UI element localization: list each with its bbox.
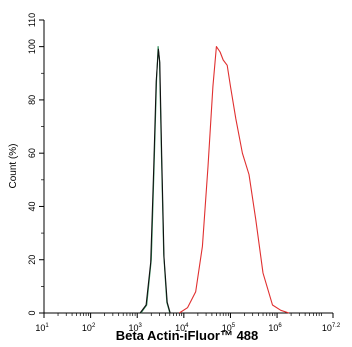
y-tick-label: 20 — [27, 255, 37, 265]
y-tick-label: 0 — [27, 310, 37, 315]
y-tick-label: 40 — [27, 201, 37, 211]
x-tick-label: 104 — [175, 323, 189, 333]
y-tick-label: 100 — [27, 39, 37, 54]
x-tick-label: 103 — [129, 323, 143, 333]
y-axis-title: Count (%) — [8, 143, 19, 188]
x-tick-label: 101 — [35, 323, 49, 333]
x-ticks: 101 102 103 104 105 106 107.2 — [35, 313, 341, 333]
y-tick-label: 60 — [27, 148, 37, 158]
series-layer — [139, 46, 290, 314]
x-tick-label: 107.2 — [322, 323, 341, 333]
y-tick-label: 110 — [27, 13, 37, 27]
x-tick-label: 106 — [268, 323, 282, 333]
plot-area — [43, 20, 333, 314]
x-tick-label: 105 — [222, 323, 236, 333]
x-tick-label: 102 — [82, 323, 96, 333]
y-tick-label: 80 — [27, 95, 37, 105]
x-axis-title: Beta Actin-iFluor™ 488 — [116, 328, 259, 343]
y-ticks: 0 20 40 60 80 100 110 — [27, 13, 44, 316]
histogram-series-line — [179, 46, 290, 314]
histogram-series-line — [139, 48, 171, 314]
